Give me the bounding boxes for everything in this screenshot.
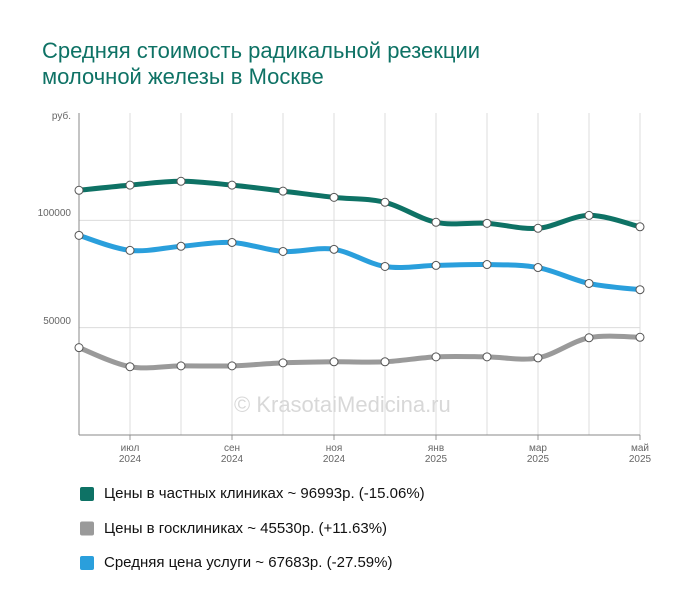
point bbox=[227, 180, 237, 190]
x-tick-label: сен 2024 bbox=[220, 443, 244, 465]
point bbox=[635, 222, 645, 232]
y-axis-label: руб. bbox=[51, 111, 71, 122]
point bbox=[431, 217, 441, 227]
point bbox=[380, 357, 390, 367]
point bbox=[533, 223, 543, 233]
point bbox=[431, 260, 441, 270]
legend-swatch bbox=[80, 521, 94, 536]
point bbox=[74, 230, 84, 240]
point bbox=[227, 361, 237, 371]
x-tick-label: июл 2024 bbox=[118, 443, 142, 465]
series-line bbox=[76, 178, 643, 231]
point bbox=[584, 278, 594, 288]
point bbox=[176, 176, 186, 186]
point bbox=[125, 245, 135, 255]
point bbox=[635, 285, 645, 295]
point bbox=[533, 263, 543, 273]
point bbox=[74, 343, 84, 353]
point bbox=[329, 192, 339, 202]
legend-label: Цены в госклиниках ~ 45530р. (+11.63%) bbox=[104, 519, 388, 537]
point bbox=[176, 361, 186, 371]
series-line bbox=[76, 333, 643, 371]
series-line bbox=[76, 232, 643, 293]
point bbox=[380, 261, 390, 271]
point bbox=[635, 332, 645, 342]
x-tick-label: май 2025 bbox=[628, 443, 652, 465]
point bbox=[227, 237, 237, 247]
point bbox=[278, 186, 288, 196]
x-tick-label: мар 2025 bbox=[526, 443, 550, 465]
point bbox=[176, 241, 186, 251]
point bbox=[329, 244, 339, 254]
x-tick-label: янв 2025 bbox=[424, 443, 448, 465]
point bbox=[125, 362, 135, 372]
point bbox=[74, 185, 84, 195]
y-tick-label: 50000 bbox=[43, 315, 71, 327]
point bbox=[278, 246, 288, 256]
point bbox=[482, 352, 492, 362]
point bbox=[329, 357, 339, 367]
legend-swatch bbox=[80, 556, 94, 570]
point bbox=[125, 180, 135, 190]
point bbox=[278, 358, 288, 368]
y-tick-label: 100000 bbox=[37, 208, 71, 220]
point bbox=[482, 260, 492, 270]
watermark: © KrasotaiMedicina.ru bbox=[234, 392, 451, 417]
point bbox=[584, 333, 594, 343]
chart-title: Средняя стоимость радикальной резекции м… bbox=[42, 38, 481, 89]
legend-label: Цены в частных клиниках ~ 96993р. (-15.0… bbox=[104, 485, 425, 502]
point bbox=[380, 197, 390, 207]
point bbox=[533, 353, 543, 363]
point bbox=[482, 218, 492, 228]
legend-label: Средняя цена услуги ~ 67683р. (-27.59%) bbox=[104, 554, 393, 571]
x-tick-label: ноя 2024 bbox=[322, 443, 346, 465]
legend-swatch bbox=[80, 487, 94, 501]
point bbox=[584, 210, 594, 220]
point bbox=[431, 352, 441, 362]
